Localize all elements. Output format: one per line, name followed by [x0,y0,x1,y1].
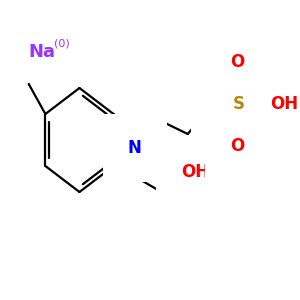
Text: O: O [230,137,244,155]
Text: N: N [128,139,142,157]
Text: OH: OH [271,95,298,113]
Text: O: O [230,53,244,71]
Text: (0): (0) [54,39,70,49]
Text: OH: OH [181,163,209,181]
Text: Na: Na [28,43,55,61]
Text: S: S [232,95,244,113]
